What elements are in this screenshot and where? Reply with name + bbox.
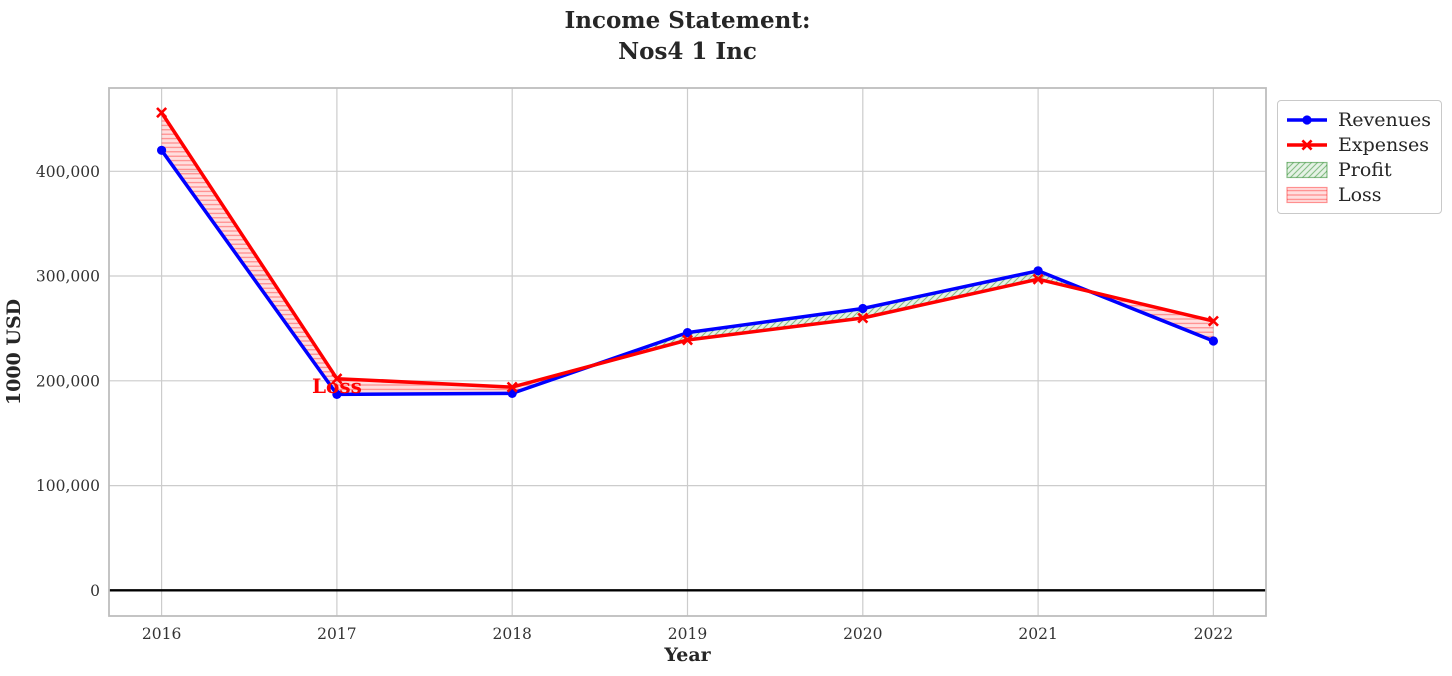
x-axis-label: Year <box>663 644 711 666</box>
plot-border <box>108 87 1267 617</box>
revenues-marker <box>1208 336 1218 346</box>
expenses-marker <box>681 334 694 346</box>
legend-item-loss: Loss <box>1285 182 1433 207</box>
expenses-marker <box>1207 315 1219 327</box>
expenses-marker <box>857 312 869 324</box>
legend-label-revenues: Revenues <box>1338 108 1431 131</box>
gridlines <box>109 88 1266 616</box>
legend-item-profit: Profit <box>1285 157 1433 182</box>
legend: Revenues Expenses Profit Loss <box>1277 100 1442 214</box>
legend-item-revenues: Revenues <box>1285 107 1433 132</box>
chart-title: Income Statement: Nos4 1 Inc <box>564 7 811 65</box>
legend-label-profit: Profit <box>1338 158 1392 181</box>
y-tick-label: 200,000 <box>36 372 100 390</box>
tick-labels: 0 100,000 200,000 300,000 400,000 2016 2017 201… <box>36 163 1233 643</box>
x-tick-label: 2021 <box>1018 625 1057 643</box>
expenses-marker <box>506 381 518 393</box>
y-tick-label: 0 <box>90 582 100 600</box>
annotation-loss: Loss <box>312 374 362 398</box>
x-tick-label: 2016 <box>142 625 181 643</box>
revenues-marker <box>332 389 342 399</box>
revenues-marker <box>682 328 693 338</box>
series-expenses <box>156 107 1219 393</box>
y-tick-label: 400,000 <box>36 163 100 181</box>
x-tick-label: 2019 <box>668 625 707 643</box>
y-tick-label: 300,000 <box>36 268 100 286</box>
expenses-marker <box>1032 273 1044 285</box>
series-revenues <box>157 145 1218 399</box>
revenues-marker <box>157 145 167 155</box>
legend-label-loss: Loss <box>1338 183 1382 206</box>
y-axis-label: 1000 USD <box>3 299 25 405</box>
legend-loss-patch-icon <box>1286 186 1328 203</box>
y-tick-label: 100,000 <box>36 477 100 495</box>
revenues-marker <box>1033 266 1043 276</box>
legend-revenues-line-icon <box>1287 114 1327 125</box>
legend-item-expenses: Expenses <box>1285 132 1433 157</box>
expenses-marker <box>331 373 343 385</box>
legend-profit-patch-icon <box>1286 161 1328 178</box>
revenues-marker <box>858 303 868 314</box>
x-tick-label: 2020 <box>843 625 882 643</box>
legend-label-expenses: Expenses <box>1338 133 1429 156</box>
x-tick-label: 2017 <box>317 625 356 643</box>
expenses-marker <box>156 107 168 119</box>
fill-region-loss <box>161 112 594 395</box>
x-tick-label: 2022 <box>1194 625 1233 643</box>
x-tick-label: 2018 <box>492 625 531 643</box>
legend-expenses-line-icon <box>1287 138 1327 151</box>
